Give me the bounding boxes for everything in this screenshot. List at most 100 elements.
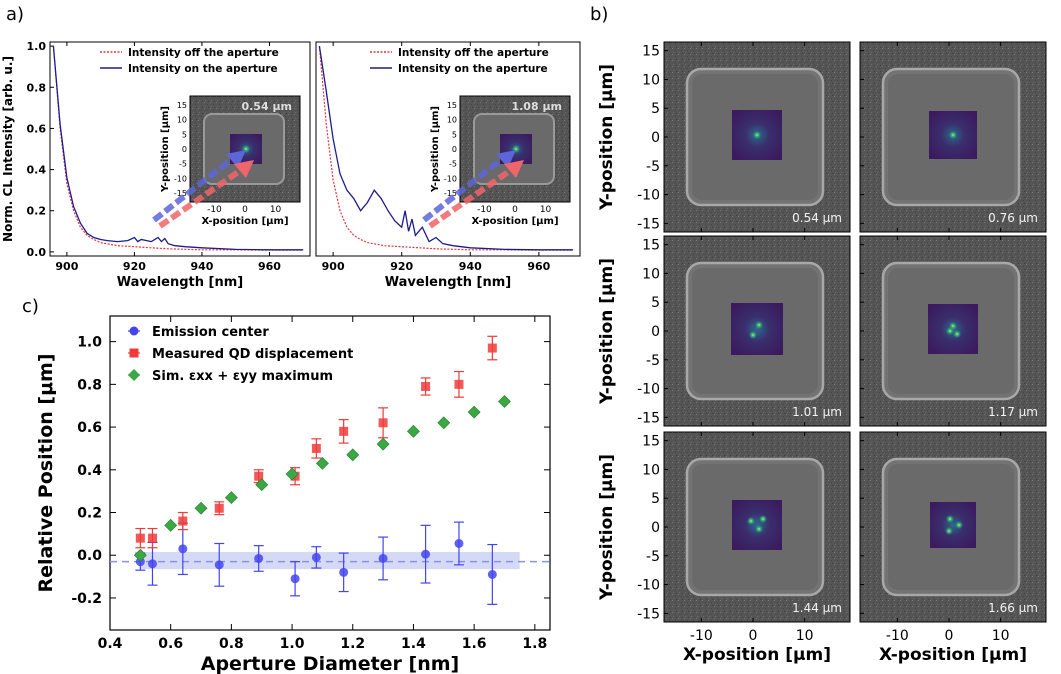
y-tick-label: -5 [646, 159, 660, 175]
blue-arrow-shaft [422, 153, 508, 223]
inset-size-label: 0.54 μm [241, 100, 292, 113]
series-line [318, 46, 574, 251]
x-axis-label: X-position [μm] [879, 645, 1027, 665]
legend-label: Sim. εxx + εyy maximum [152, 369, 333, 384]
inset-y-tick-label: 0 [452, 145, 457, 154]
y-axis-label: Y-position [μm] [597, 64, 617, 211]
chart-a2: 900 920 940 960 Wavelength [nm] Intensity off… [315, 41, 581, 290]
aperture-size-label: 1.66 μm [988, 601, 1038, 615]
x-tick-label: 1.8 [522, 636, 547, 652]
x-axis-label: Wavelength [nm] [117, 275, 243, 290]
x-tick-label: 1.4 [401, 636, 426, 652]
emission-center-point [311, 552, 321, 562]
y-axis-label: Y-position [μm] [597, 258, 617, 405]
inset-x-tick-label: -10 [207, 205, 222, 215]
inset-y-label: Y-position [μm] [160, 106, 171, 193]
qd-displacement-point [454, 379, 464, 389]
y-tick-label: 0.8 [27, 81, 47, 94]
y-tick-label: 0.6 [27, 122, 47, 135]
sim-strain-point [407, 424, 420, 438]
plot-frame [109, 315, 551, 631]
x-tick-label: 1.2 [340, 636, 365, 652]
x-tick-label: 960 [258, 260, 281, 273]
x-axis-label: Aperture Diameter [nm] [201, 653, 459, 674]
y-axis-label: Relative Position [μm] [35, 353, 57, 592]
inset-y-tick-label: -5 [179, 160, 187, 169]
inset-y-tick-label: 5 [452, 130, 457, 139]
inset-y-tick-label: 10 [447, 116, 457, 125]
sim-strain-point [467, 405, 481, 419]
inset-frame [459, 95, 571, 203]
y-tick-label: 0.6 [77, 420, 102, 436]
blue-arrow-shaft [152, 153, 238, 223]
sim-strain-point [285, 467, 299, 481]
inset-y-label: Y-position [μm] [430, 106, 441, 193]
y-tick-label: -10 [637, 578, 660, 594]
y-tick-label: 0.2 [77, 506, 102, 522]
red-arrow-head [504, 160, 524, 178]
plot-frame [49, 41, 311, 257]
series-line [52, 46, 304, 251]
inset-x-label: X-position [μm] [471, 216, 558, 227]
x-tick-label: 0 [945, 628, 954, 644]
x-tick-label: 920 [390, 260, 413, 273]
red-arrow-shaft [158, 165, 246, 229]
plot-frame [315, 41, 581, 257]
y-tick-label: 1.0 [27, 40, 47, 53]
y-tick-label: 0.4 [27, 164, 47, 177]
emission-center-point [214, 560, 224, 570]
inset-y-tick-label: -10 [444, 174, 457, 183]
legend-label: Intensity on the aperture [128, 63, 278, 75]
y-tick-label: 5 [651, 295, 660, 311]
emission-spot [946, 515, 954, 523]
sim-strain-point [194, 501, 208, 515]
y-tick-label: 5 [651, 491, 660, 507]
x-tick-label: 0.4 [98, 636, 123, 652]
sim-strain-point [437, 416, 451, 430]
emission-spot [755, 525, 763, 533]
qd-displacement-point [378, 418, 388, 428]
y-tick-label: -5 [646, 549, 660, 565]
emission-center-point [487, 569, 497, 579]
cl-map [731, 303, 783, 355]
aperture-size-label: 1.44 μm [792, 601, 842, 615]
x-tick-label: 1.6 [462, 636, 487, 652]
qd-displacement-point [339, 426, 349, 436]
legend-marker [129, 348, 139, 358]
emission-center-point [254, 553, 264, 563]
legend-marker [129, 326, 139, 336]
qd-displacement-point [311, 443, 321, 453]
y-tick-label: -0.2 [71, 591, 102, 607]
y-axis-label: Y-position [μm] [597, 454, 617, 601]
emission-spot [749, 331, 757, 339]
emission-center-point [147, 559, 157, 569]
inset-y-tick-label: 0 [182, 145, 187, 154]
x-tick-label: 900 [322, 260, 345, 273]
legend-label: Emission center [152, 325, 269, 340]
qd-displacement-point [421, 381, 431, 391]
x-tick-label: 960 [527, 260, 550, 273]
panel-label-b: b) [590, 4, 608, 25]
legend-label: Measured QD displacement [152, 347, 353, 362]
y-tick-label: 15 [642, 238, 660, 254]
inset-x-tick-label: -10 [477, 205, 492, 215]
y-axis-label: Norm. CL Intensity [arb. u.] [1, 56, 15, 242]
emission-spot [755, 321, 763, 329]
y-tick-label: 0.0 [27, 246, 47, 259]
blue-arrow-head [226, 150, 246, 168]
sim-strain-point [164, 518, 178, 532]
inset-x-tick-label: 0 [512, 205, 518, 215]
emission-spot [949, 322, 957, 330]
series-line [318, 46, 574, 251]
x-tick-label: 940 [459, 260, 482, 273]
qd-displacement-point [214, 503, 224, 513]
emission-center-point [378, 553, 388, 563]
blue-arrow-head [496, 150, 516, 168]
sim-strain-point [498, 395, 511, 408]
y-tick-label: -15 [637, 410, 660, 426]
inset-y-tick-label: -15 [444, 189, 457, 198]
inset-y-tick-label: -10 [174, 174, 187, 183]
inset-x-tick-label: 0 [242, 205, 248, 215]
x-tick-label: 0.8 [219, 636, 244, 652]
chart-c: 0.4 0.6 0.8 1.0 1.2 1.4 1.6 1.8 -0.2 0.0 0.2 0.4 0.6… [35, 315, 551, 674]
